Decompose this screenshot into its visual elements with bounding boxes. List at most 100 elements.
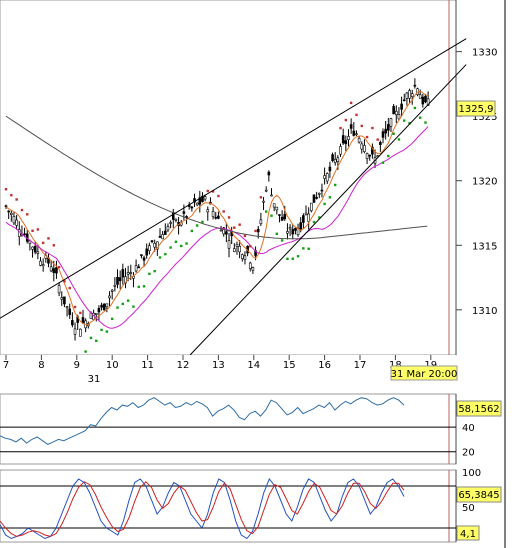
sar-dot-up xyxy=(270,214,273,217)
candle-body xyxy=(418,94,422,99)
sar-dot-up xyxy=(174,240,178,243)
sar-dot-down xyxy=(344,118,348,122)
sar-dot-up xyxy=(381,161,385,164)
candle-body xyxy=(71,320,74,326)
candle-body xyxy=(217,215,220,219)
candle-body xyxy=(363,145,366,152)
rsi-badge: 58,1562 xyxy=(456,400,502,417)
x-tick-label: 15 xyxy=(283,360,296,371)
sar-dot-up xyxy=(323,202,326,206)
candle-body xyxy=(312,194,316,203)
candle-body xyxy=(110,289,114,292)
price-y-label: 1330 xyxy=(472,48,497,59)
candle-body xyxy=(405,92,409,99)
candle-body xyxy=(97,307,101,313)
sar-dot-up xyxy=(397,138,401,141)
candle-body xyxy=(240,254,244,259)
sar-dot-down xyxy=(355,113,358,117)
candle-body xyxy=(264,189,268,192)
candle-body xyxy=(169,222,172,224)
x-axis: 78910111213141516171819 31 31 Mar 20:00 xyxy=(0,355,458,385)
candle-body xyxy=(140,254,143,256)
ma-mid-line xyxy=(5,126,429,329)
sar-dot-up xyxy=(116,306,119,309)
sar-dot-up xyxy=(100,328,103,332)
sar-dot-up xyxy=(408,122,411,125)
candle-body xyxy=(52,268,56,273)
sar-dot-up xyxy=(392,132,395,135)
candle-body xyxy=(387,124,390,131)
candle-body xyxy=(153,242,156,248)
candle-body xyxy=(118,277,122,282)
candle-body xyxy=(94,313,98,315)
candle-body xyxy=(65,306,69,308)
candle-body xyxy=(381,131,385,138)
candle-body xyxy=(352,130,356,136)
candle-body xyxy=(79,328,82,337)
rsi-value-label: 58,1562 xyxy=(458,404,499,415)
sar-dot-up xyxy=(291,257,294,260)
candle-body xyxy=(344,140,348,145)
candle-body xyxy=(161,234,164,240)
candle-body xyxy=(113,285,117,287)
candle-body xyxy=(323,175,326,179)
candle-body xyxy=(164,230,167,235)
candle-body xyxy=(203,196,207,200)
sar-dot-up xyxy=(126,299,130,302)
candle-body xyxy=(294,228,297,231)
candle-body xyxy=(315,197,318,199)
trendline-lower xyxy=(189,64,467,356)
sar-dot-up xyxy=(180,244,183,248)
sar-dot-down xyxy=(31,229,34,232)
sar-dot-up xyxy=(424,121,427,124)
sar-dot-down xyxy=(52,244,55,247)
sar-dot-up xyxy=(95,339,98,343)
candle-body xyxy=(259,219,263,225)
x-tick-label: 9 xyxy=(74,360,80,371)
sar-dot-up xyxy=(312,220,316,224)
x-tick-label: 16 xyxy=(318,360,331,371)
candle-body xyxy=(12,216,16,224)
sar-dot-down xyxy=(68,286,71,290)
sar-dot-up xyxy=(201,220,204,224)
x-tick-label: 10 xyxy=(106,360,119,371)
candle-body xyxy=(129,272,133,274)
candle-body xyxy=(251,267,255,271)
sar-dot-up xyxy=(334,183,337,187)
candle-body xyxy=(408,90,411,99)
ma-fast-line xyxy=(5,90,429,326)
candle-body xyxy=(148,245,151,252)
x-tick-label: 13 xyxy=(212,360,225,371)
price-y-label: 1315 xyxy=(472,241,497,252)
sar-dot-up xyxy=(142,285,146,288)
candle-body xyxy=(193,198,196,203)
stoch-y-label: 50 xyxy=(462,503,475,514)
candle-body xyxy=(137,266,141,269)
candle-body xyxy=(36,251,40,254)
sar-dot-down xyxy=(243,234,247,238)
sar-dot-down xyxy=(360,124,363,128)
candle-body xyxy=(394,110,398,115)
candle-body xyxy=(371,146,374,155)
sar-dot-down xyxy=(15,198,18,201)
candle-body xyxy=(10,212,13,215)
sar-dot-up xyxy=(185,242,188,245)
candle-body xyxy=(317,192,321,195)
sar-dot-up xyxy=(413,106,417,110)
candle-body xyxy=(262,200,265,203)
candle-body xyxy=(413,84,417,87)
candle-body xyxy=(121,269,125,278)
sar-dot-up xyxy=(148,272,151,276)
stoch-y-label: 100 xyxy=(462,468,481,479)
sar-dot-up xyxy=(195,224,199,227)
candle-body xyxy=(134,265,138,272)
candle-body xyxy=(31,246,34,250)
candle-body xyxy=(225,231,228,235)
candle-body xyxy=(201,195,204,203)
sar-dot-down xyxy=(73,305,77,309)
stoch-low-label: 4,1 xyxy=(460,529,476,540)
candle-body xyxy=(410,93,414,97)
sar-dot-down xyxy=(249,245,252,248)
candle-body xyxy=(384,128,387,134)
candle-body xyxy=(182,211,186,214)
